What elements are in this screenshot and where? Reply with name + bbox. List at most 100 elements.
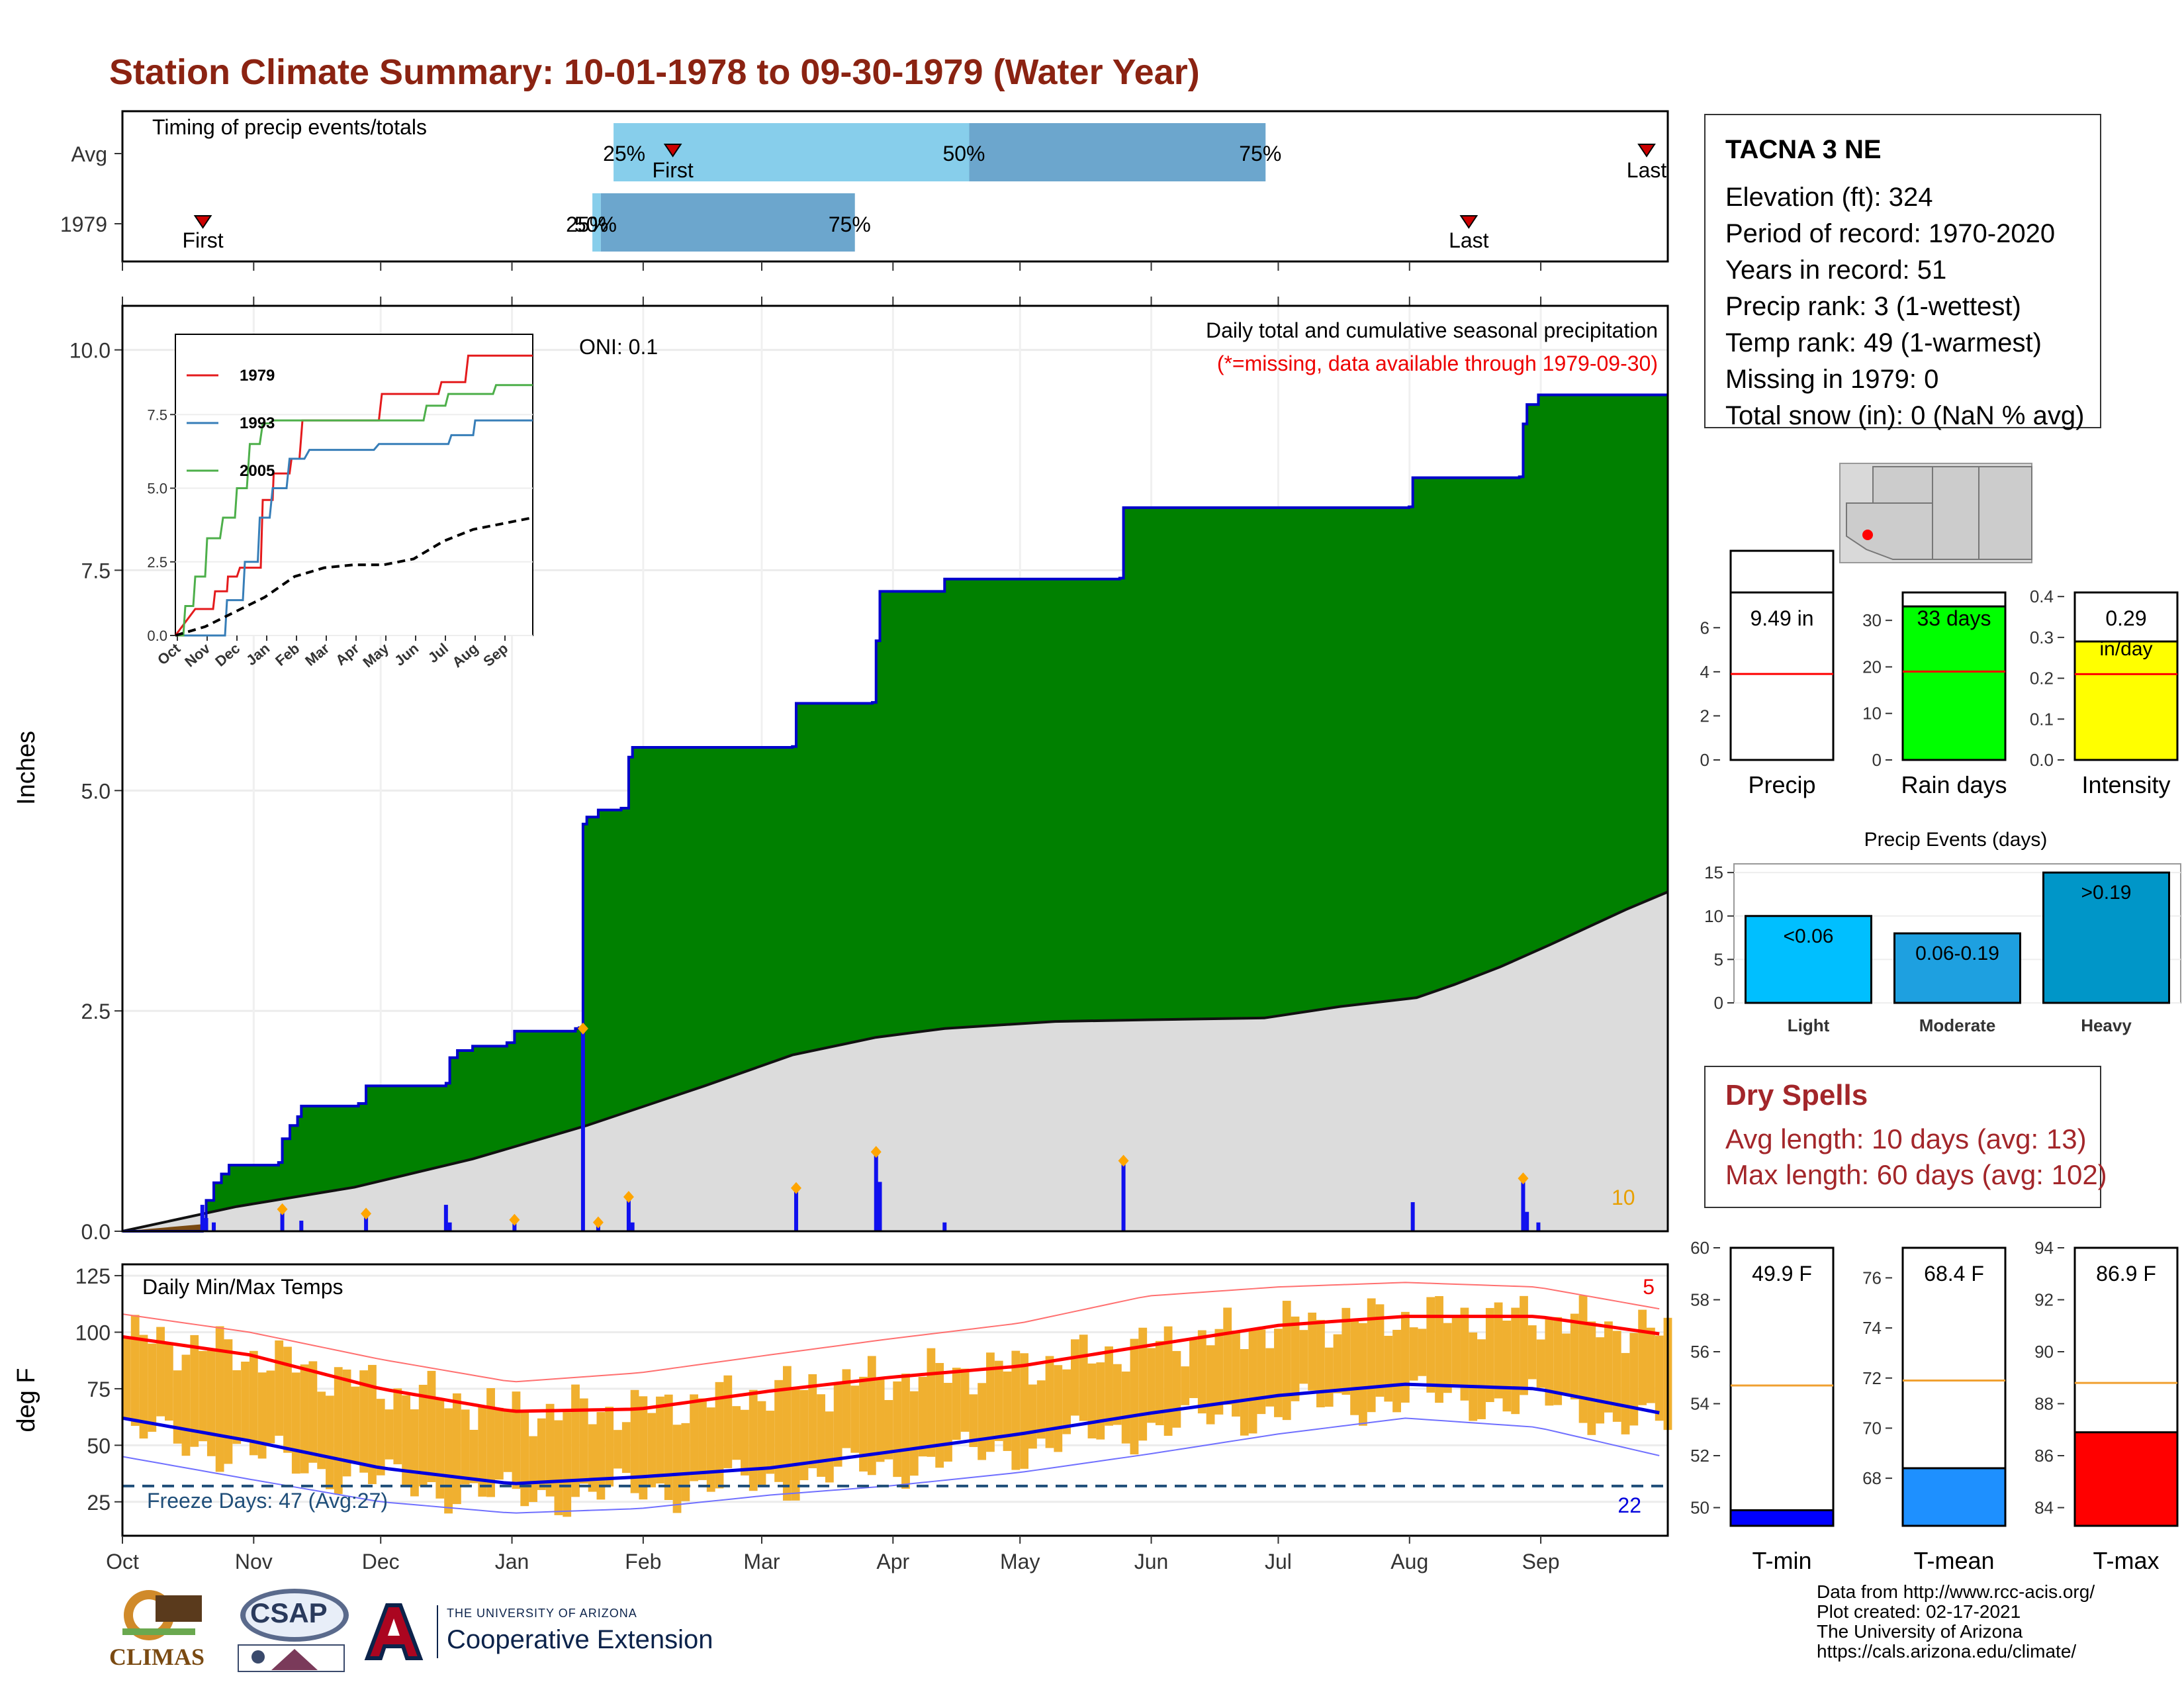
temps-daily-bar: [1181, 1366, 1190, 1405]
temps-daily-bar: [291, 1372, 300, 1474]
temps-daily-bar: [1079, 1335, 1088, 1421]
temps-daily-bar: [410, 1409, 419, 1497]
raindays-bar-axis-label: Rain days: [1901, 771, 2007, 798]
temps-title: Daily Min/Max Temps: [142, 1275, 343, 1299]
inset-legend-label-1979: 1979: [240, 367, 275, 385]
precip-corner-label: 10: [1612, 1186, 1635, 1209]
temps-daily-bar: [1350, 1319, 1359, 1415]
temps-daily-bar: [1494, 1302, 1503, 1399]
temps-daily-bar: [647, 1413, 657, 1487]
temps-daily-bar: [1316, 1319, 1325, 1408]
tmean-bar-y-tick-label-2: 72: [1862, 1368, 1882, 1388]
temps-daily-bar: [690, 1394, 699, 1481]
precip-oni-label: ONI: 0.1: [579, 335, 658, 359]
tmin-bar-y-tick-label-1: 52: [1690, 1446, 1709, 1466]
temps-daily-bar: [308, 1361, 318, 1463]
inset-series-line-1979: [174, 354, 533, 636]
temps-daily-bar: [1147, 1348, 1156, 1423]
tmax-bar-value-label: 86.9 F: [2096, 1262, 2156, 1286]
temps-daily-bar: [1214, 1329, 1224, 1415]
temps-daily-bar: [1299, 1330, 1308, 1384]
tmin-bar-y-tick-label-2: 54: [1690, 1394, 1709, 1414]
temps-avg-min-line: [122, 1382, 1660, 1485]
temps-y-tick-label-3: 100: [75, 1321, 111, 1345]
temps-daily-bar: [825, 1411, 834, 1483]
tmean-bar-axis-label: T-mean: [1913, 1547, 1994, 1574]
ua-divider: [437, 1605, 438, 1658]
temps-daily-bar: [1647, 1327, 1655, 1403]
temps-daily-bar: [850, 1385, 860, 1453]
temps-daily-bar: [545, 1403, 555, 1497]
events-title: Precip Events (days): [1864, 829, 2048, 851]
precip-subtitle: (*=missing, data available through 1979-…: [1217, 352, 1658, 375]
temps-daily-bar: [842, 1369, 851, 1448]
temps-daily-bar: [808, 1374, 817, 1469]
timing-row-label-avg: Avg: [71, 142, 107, 166]
temps-daily-bar: [317, 1391, 326, 1470]
tmean-bar-y-tick-label-4: 76: [1862, 1268, 1882, 1288]
temps-daily-bar: [1291, 1316, 1300, 1401]
temps-daily-bar: [1324, 1347, 1334, 1407]
climas-emblem-icon: [122, 1590, 202, 1640]
temps-daily-bar: [461, 1409, 470, 1485]
precip-daily-bar-18: [1410, 1202, 1415, 1231]
intensity-bar-value-bar: [2073, 640, 2179, 761]
temps-daily-bar: [435, 1398, 445, 1499]
precip-bar-value-label: 9.49 in: [1750, 606, 1813, 630]
page-title: Station Climate Summary: 10-01-1978 to 0…: [109, 52, 1200, 92]
temps-daily-bar: [630, 1389, 639, 1493]
temps-daily-bar: [215, 1326, 224, 1472]
intensity-bar-frame: [2073, 591, 2179, 761]
temps-daily-bar: [1520, 1295, 1528, 1395]
events-y-tick-label-3: 15: [1704, 863, 1723, 882]
temps-daily-bar: [698, 1398, 707, 1480]
tmean-bar-y-tick-label-1: 70: [1862, 1418, 1882, 1438]
temps-daily-bar: [588, 1424, 597, 1492]
temps-daily-bar: [1121, 1371, 1130, 1444]
timing-year-bar-lower: [592, 193, 601, 252]
precip-daily-bar-7: [447, 1222, 452, 1231]
temps-daily-bar: [757, 1401, 766, 1485]
temps-daily-bar: [749, 1389, 758, 1491]
tmin-bar-value-bar: [1729, 1509, 1835, 1527]
temps-daily-bar: [385, 1409, 394, 1460]
temps-daily-bar: [1384, 1335, 1393, 1402]
credit-plot-created: Plot created: 02-17-2021: [1817, 1601, 2021, 1622]
temps-daily-bar: [799, 1389, 809, 1481]
temps-daily-bar: [156, 1327, 165, 1417]
tmin-bar-y-tick-label-0: 50: [1690, 1498, 1709, 1518]
precip-daily-bar-21: [1536, 1222, 1541, 1231]
tmin-bar-y-tick-label-4: 58: [1690, 1290, 1709, 1310]
temps-daily-bar: [1596, 1337, 1605, 1424]
temps-daily-bar: [1163, 1326, 1173, 1436]
precip-daily-bar-20: [1525, 1211, 1529, 1231]
tmax-bar-y-tick-label-5: 94: [2034, 1238, 2054, 1258]
temps-daily-bar: [173, 1370, 182, 1444]
precip-daily-bar-6: [443, 1205, 448, 1231]
precip-daily-bar-4: [299, 1221, 304, 1231]
intensity-bar-y-tick-label-0: 0.0: [2030, 750, 2054, 770]
inset-legend-label-2005: 2005: [240, 462, 275, 480]
locator-map: [1839, 463, 2032, 563]
temps-daily-bar: [715, 1382, 724, 1489]
temps-daily-bar: [444, 1408, 453, 1514]
timing-year-bar-upper: [600, 193, 855, 252]
temps-daily-bar: [1342, 1307, 1351, 1395]
temps-daily-bar: [139, 1335, 148, 1439]
temps-daily-bar: [1418, 1329, 1427, 1376]
temps-daily-bar: [1527, 1325, 1537, 1380]
temps-daily-bar: [478, 1406, 487, 1497]
temps-daily-bar: [656, 1396, 664, 1484]
temps-x-tick-label-Apr: Apr: [876, 1550, 909, 1573]
temps-x-tick-label-Jun: Jun: [1134, 1550, 1169, 1573]
precip-frame: [121, 305, 1669, 1233]
precip-daily-bar-2: [212, 1222, 216, 1231]
precip-bar-y-tick-label-0: 0: [1700, 750, 1709, 770]
temps-x-tick-label-Jul: Jul: [1265, 1550, 1292, 1573]
temps-record-min-line: [122, 1417, 1660, 1514]
dry-spells-title: Dry Spells: [1725, 1079, 1868, 1111]
temps-daily-bar: [1189, 1339, 1198, 1399]
tmean-bar-value-bar: [1901, 1467, 2007, 1527]
station-snow: Total snow (in): 0 (NaN % avg): [1725, 401, 2085, 430]
temps-daily-bar: [952, 1368, 961, 1440]
